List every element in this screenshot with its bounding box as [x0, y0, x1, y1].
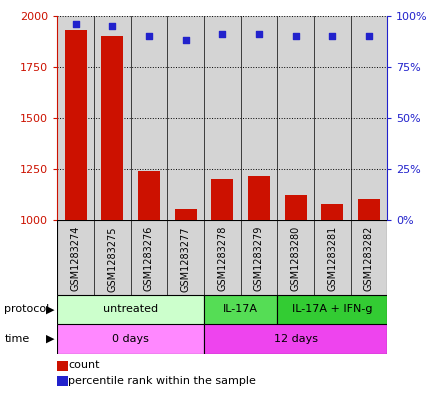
Bar: [138, 171, 160, 220]
Text: GSM1283282: GSM1283282: [364, 226, 374, 292]
Text: IL-17A + IFN-g: IL-17A + IFN-g: [292, 305, 372, 314]
Text: time: time: [4, 334, 29, 344]
Bar: [204, 324, 387, 354]
Text: 0 days: 0 days: [112, 334, 149, 344]
Bar: [314, 16, 351, 220]
Point: [329, 33, 336, 39]
Bar: [101, 36, 123, 220]
Bar: [57, 295, 204, 324]
Bar: [277, 16, 314, 220]
Point: [182, 37, 189, 43]
Point: [365, 33, 372, 39]
Bar: [277, 295, 387, 324]
Text: ▶: ▶: [46, 305, 55, 314]
Text: GSM1283279: GSM1283279: [254, 226, 264, 292]
Text: ▶: ▶: [46, 334, 55, 344]
Bar: [167, 16, 204, 220]
Bar: [204, 16, 241, 220]
Bar: [57, 16, 94, 220]
Bar: [204, 295, 277, 324]
Text: percentile rank within the sample: percentile rank within the sample: [68, 376, 256, 386]
Point: [219, 31, 226, 37]
Bar: [94, 16, 131, 220]
Bar: [241, 16, 277, 220]
Text: IL-17A: IL-17A: [223, 305, 258, 314]
Bar: [211, 179, 233, 220]
Bar: [351, 16, 387, 220]
Text: GSM1283276: GSM1283276: [144, 226, 154, 292]
Bar: [175, 209, 197, 220]
Text: 12 days: 12 days: [274, 334, 318, 344]
Text: GSM1283274: GSM1283274: [70, 226, 81, 292]
Point: [145, 33, 152, 39]
Point: [109, 23, 116, 29]
Text: GSM1283275: GSM1283275: [107, 226, 117, 292]
Bar: [248, 176, 270, 220]
Bar: [131, 16, 167, 220]
Bar: [57, 324, 204, 354]
Text: protocol: protocol: [4, 305, 50, 314]
Bar: [358, 198, 380, 220]
Point: [255, 31, 262, 37]
Bar: [285, 195, 307, 220]
Bar: [65, 30, 87, 220]
Point: [72, 21, 79, 27]
Point: [292, 33, 299, 39]
Text: GSM1283277: GSM1283277: [180, 226, 191, 292]
Text: untreated: untreated: [103, 305, 158, 314]
Bar: [321, 204, 343, 220]
Text: GSM1283281: GSM1283281: [327, 226, 337, 291]
Text: count: count: [68, 360, 100, 371]
Text: GSM1283278: GSM1283278: [217, 226, 227, 292]
Text: GSM1283280: GSM1283280: [290, 226, 301, 291]
